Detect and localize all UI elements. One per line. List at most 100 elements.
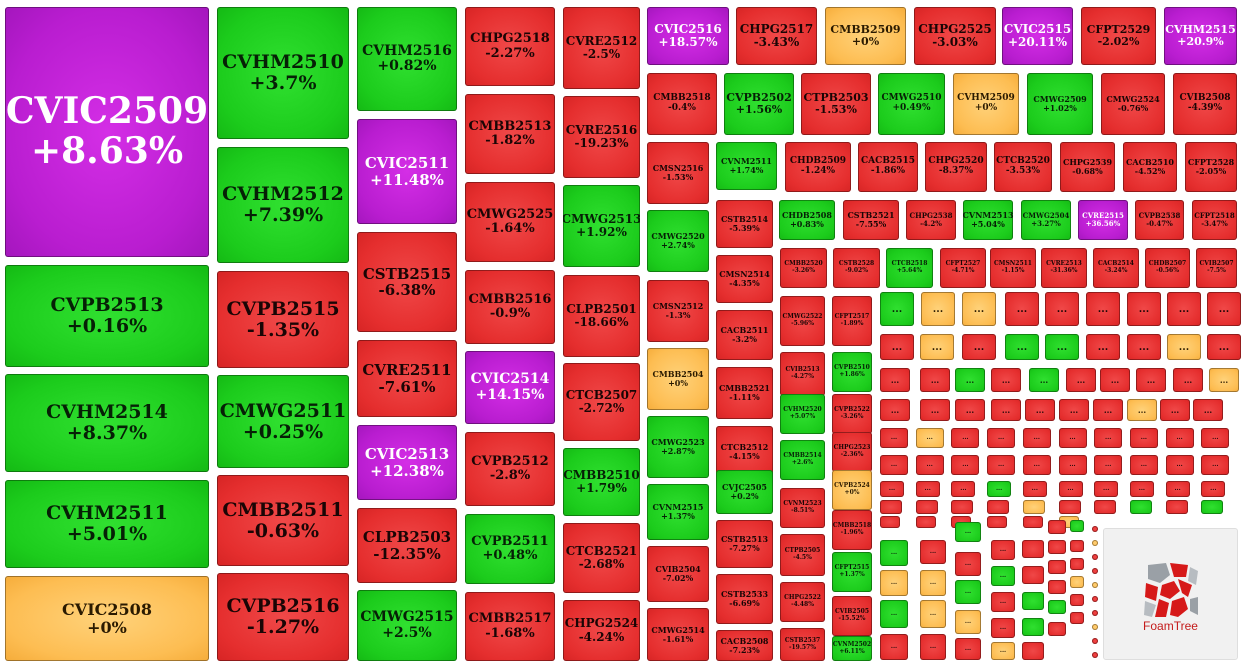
foamtree-logo-card[interactable]: FoamTree	[1103, 528, 1238, 660]
stock-tile[interactable]: CHPG2525 -3.03%	[914, 7, 996, 65]
stock-tile[interactable]: CVRE2511 -7.61%	[357, 340, 457, 417]
small-stock-tile[interactable]	[1201, 500, 1224, 514]
small-stock-tile[interactable]: ...	[1167, 334, 1201, 360]
stock-tile[interactable]: CVHM2512 +7.39%	[217, 147, 349, 263]
stock-tile[interactable]: CSTB2533 -6.69%	[716, 574, 773, 624]
stock-tile[interactable]: CHPG2520 -8.37%	[925, 142, 987, 192]
small-stock-tile[interactable]: ...	[991, 540, 1015, 560]
stock-tile[interactable]: CVHM2510 +3.7%	[217, 7, 349, 139]
small-stock-tile[interactable]	[1022, 516, 1043, 528]
stock-tile[interactable]: CHPG2517 -3.43%	[736, 7, 817, 65]
small-stock-tile[interactable]: ...	[1136, 368, 1166, 392]
stock-tile[interactable]: CMBB2514 +2.6%	[780, 440, 825, 480]
small-stock-tile[interactable]: ...	[1193, 399, 1223, 421]
stock-tile[interactable]: CVRE2513 -31.36%	[1041, 248, 1087, 288]
stock-tile[interactable]: CTPB2505 -4.5%	[780, 534, 825, 576]
stock-tile[interactable]: CSTB2521 -7.55%	[843, 200, 899, 240]
small-stock-tile[interactable]: ...	[991, 592, 1015, 612]
small-stock-tile[interactable]	[1094, 500, 1117, 514]
stock-tile[interactable]: CFPT2517 -1.89%	[832, 296, 872, 346]
small-stock-tile[interactable]: ...	[955, 522, 981, 542]
stock-tile[interactable]: CTCB2520 -3.53%	[994, 142, 1052, 192]
tiny-stock-tile[interactable]	[1092, 568, 1098, 574]
small-stock-tile[interactable]: ...	[1058, 481, 1083, 497]
small-stock-tile[interactable]	[1048, 580, 1066, 594]
stock-tile[interactable]: CMWG2514 -1.61%	[647, 608, 709, 661]
small-stock-tile[interactable]: ...	[955, 399, 985, 421]
small-stock-tile[interactable]: ...	[987, 428, 1016, 448]
small-stock-tile[interactable]	[1048, 520, 1066, 534]
small-stock-tile[interactable]	[1070, 558, 1084, 570]
stock-tile[interactable]: CMSN2514 -4.35%	[716, 255, 773, 303]
stock-tile[interactable]: CACB2510 -4.52%	[1123, 142, 1177, 192]
small-stock-tile[interactable]: ...	[1045, 292, 1079, 326]
stock-tile[interactable]: CLPB2503 -12.35%	[357, 508, 457, 583]
stock-tile[interactable]: CVIB2507 -7.5%	[1196, 248, 1237, 288]
small-stock-tile[interactable]: ...	[1029, 368, 1059, 392]
small-stock-tile[interactable]: ...	[1127, 334, 1161, 360]
stock-tile[interactable]: CTCB2518 +5.64%	[886, 248, 933, 288]
stock-tile[interactable]: CVIC2515 +20.11%	[1002, 7, 1073, 65]
small-stock-tile[interactable]	[1070, 612, 1084, 624]
stock-tile[interactable]: CLPB2501 -18.66%	[563, 275, 640, 357]
small-stock-tile[interactable]: ...	[1160, 399, 1190, 421]
stock-tile[interactable]: CMWG2515 +2.5%	[357, 590, 457, 661]
small-stock-tile[interactable]	[987, 500, 1010, 514]
stock-tile[interactable]: CMWG2524 -0.76%	[1101, 73, 1165, 135]
small-stock-tile[interactable]: ...	[1094, 481, 1119, 497]
small-stock-tile[interactable]: ...	[1207, 292, 1241, 326]
small-stock-tile[interactable]: ...	[951, 428, 980, 448]
small-stock-tile[interactable]: ...	[1086, 292, 1120, 326]
stock-tile[interactable]: CMWG2522 -5.96%	[780, 296, 825, 346]
small-stock-tile[interactable]: ...	[1167, 292, 1201, 326]
small-stock-tile[interactable]	[1022, 592, 1044, 610]
small-stock-tile[interactable]: ...	[1093, 399, 1123, 421]
stock-tile[interactable]: CACB2515 -1.86%	[858, 142, 918, 192]
stock-tile[interactable]: CHDB2509 -1.24%	[785, 142, 851, 192]
stock-tile[interactable]: CMBB2518 -0.4%	[647, 73, 717, 135]
small-stock-tile[interactable]: ...	[1165, 455, 1194, 475]
small-stock-tile[interactable]	[1129, 500, 1152, 514]
small-stock-tile[interactable]: ...	[991, 642, 1015, 660]
small-stock-tile[interactable]: ...	[1005, 292, 1039, 326]
small-stock-tile[interactable]: ...	[880, 481, 904, 497]
small-stock-tile[interactable]: ...	[1165, 481, 1190, 497]
stock-tile[interactable]: CTPB2503 -1.53%	[801, 73, 871, 135]
small-stock-tile[interactable]	[987, 516, 1008, 528]
small-stock-tile[interactable]: ...	[991, 566, 1015, 586]
small-stock-tile[interactable]	[1070, 594, 1084, 606]
stock-tile[interactable]: CMWG2504 +3.27%	[1021, 200, 1071, 240]
stock-tile[interactable]: CVNM2523 -8.51%	[780, 488, 825, 528]
small-stock-tile[interactable]: ...	[1058, 428, 1087, 448]
stock-tile[interactable]: CMBB2509 +0%	[825, 7, 906, 65]
small-stock-tile[interactable]: ...	[951, 455, 980, 475]
small-stock-tile[interactable]: ...	[880, 455, 908, 475]
stock-tile[interactable]: CFPT2515 +1.37%	[832, 552, 872, 592]
stock-tile[interactable]: CVIC2513 +12.38%	[357, 425, 457, 500]
small-stock-tile[interactable]	[1048, 540, 1066, 554]
stock-tile[interactable]: CMBB2510 +1.79%	[563, 448, 640, 516]
small-stock-tile[interactable]	[1048, 600, 1066, 614]
small-stock-tile[interactable]: ...	[1129, 481, 1154, 497]
stock-tile[interactable]: CVPB2522 -3.26%	[832, 394, 872, 434]
small-stock-tile[interactable]	[1048, 560, 1066, 574]
stock-tile[interactable]: CMSN2512 -1.3%	[647, 280, 709, 342]
small-stock-tile[interactable]: ...	[920, 600, 946, 628]
small-stock-tile[interactable]: ...	[880, 570, 908, 596]
stock-tile[interactable]: CMSN2511 -1.15%	[990, 248, 1036, 288]
small-stock-tile[interactable]: ...	[880, 428, 908, 448]
stock-tile[interactable]: CVIC2511 +11.48%	[357, 119, 457, 224]
small-stock-tile[interactable]	[915, 500, 938, 514]
small-stock-tile[interactable]: ...	[1129, 455, 1158, 475]
stock-tile[interactable]: CVJC2505 +0.2%	[716, 470, 773, 514]
small-stock-tile[interactable]: ...	[1201, 481, 1226, 497]
small-stock-tile[interactable]: ...	[955, 368, 985, 392]
stock-tile[interactable]: CVPB2524 +0%	[832, 470, 872, 510]
tiny-stock-tile[interactable]	[1092, 554, 1098, 560]
small-stock-tile[interactable]: ...	[1045, 334, 1079, 360]
stock-tile[interactable]: CVPB2512 -2.8%	[465, 432, 555, 506]
stock-tile[interactable]: CHPG2523 -2.36%	[832, 432, 872, 472]
stock-tile[interactable]: CSTB2514 -5.39%	[716, 200, 773, 248]
stock-tile[interactable]: CMWG2509 +1.02%	[1027, 73, 1093, 135]
tiny-stock-tile[interactable]	[1092, 582, 1098, 588]
